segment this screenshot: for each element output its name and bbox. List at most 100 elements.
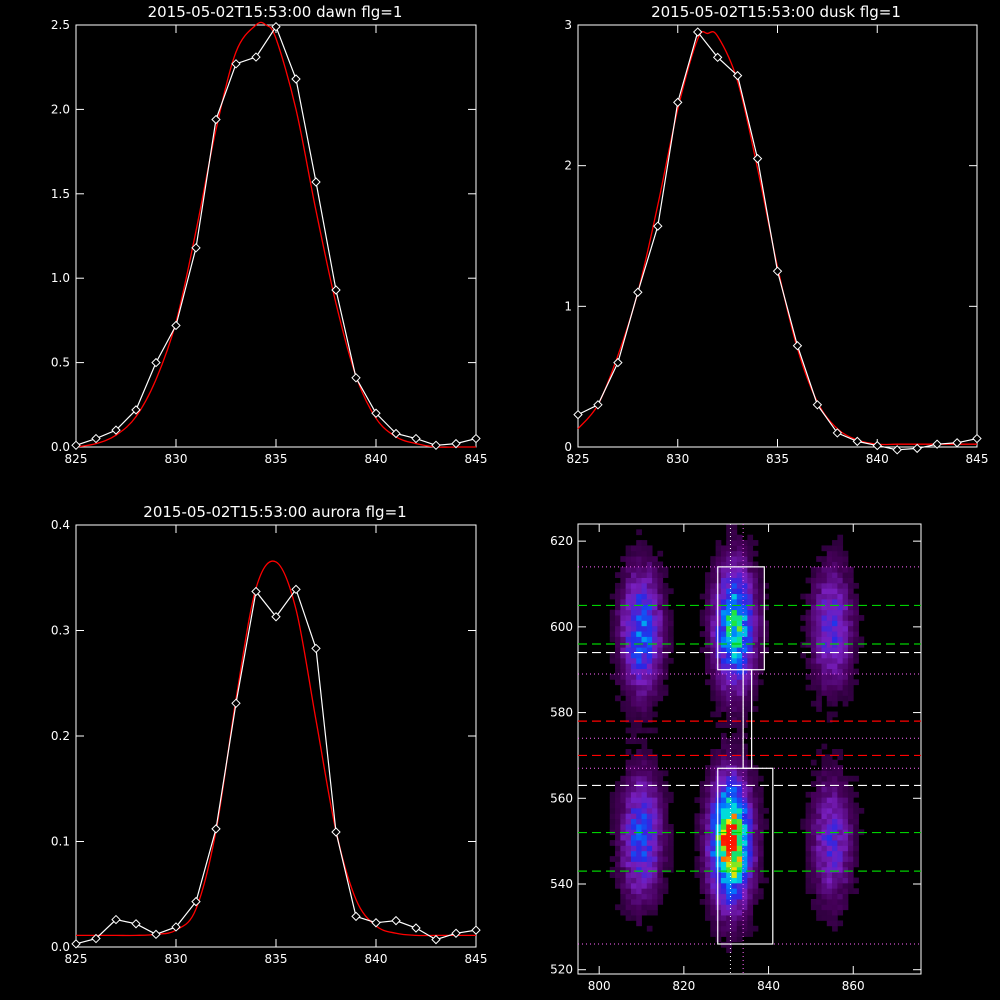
heatmap-cell: [625, 716, 632, 723]
heatmap-cell: [837, 577, 844, 584]
heatmap-cell: [705, 609, 711, 616]
heatmap-cell: [816, 797, 822, 803]
heatmap-cell: [821, 775, 828, 782]
dusk-data-point: [952, 438, 962, 448]
heatmap-cell: [757, 791, 764, 798]
heatmap-cell: [625, 802, 632, 809]
heatmap-cell: [763, 625, 769, 632]
heatmap-cell: [747, 759, 754, 766]
heatmap-cell: [853, 625, 859, 632]
heatmap-cell: [652, 663, 658, 670]
heatmap-cell: [837, 679, 844, 686]
heatmap-cell: [646, 866, 653, 873]
heatmap-cell: [662, 684, 669, 691]
heatmap-cell: [641, 641, 648, 648]
heatmap-cell: [609, 856, 616, 862]
heatmap-cell: [641, 802, 648, 809]
heatmap-cell: [646, 556, 653, 562]
heatmap-cell: [630, 679, 637, 686]
heatmap-cell: [826, 716, 833, 723]
heatmap-cell: [620, 572, 627, 578]
heatmap-cell: [630, 711, 637, 718]
heatmap-cell: [705, 877, 711, 884]
heatmap-cell: [832, 636, 838, 643]
heatmap-cell: [726, 947, 732, 953]
aurora-data-point: [351, 911, 361, 922]
heatmap-cell: [747, 861, 754, 868]
heatmap-cell: [720, 882, 727, 889]
heatmap-cell: [620, 588, 627, 595]
heatmap-cell: [821, 759, 828, 766]
dawn-data-point: [431, 440, 441, 451]
heatmap-cell: [662, 781, 669, 787]
heatmap-cell: [710, 749, 717, 755]
heatmap-cell: [630, 786, 637, 793]
heatmap-cell: [636, 727, 642, 734]
heatmap-cell: [816, 775, 822, 782]
heatmap-cell: [747, 572, 754, 578]
heatmap-cell: [832, 786, 838, 793]
heatmap-cell: [842, 856, 849, 862]
heatmap-cell: [847, 813, 854, 820]
heatmap-cell: [826, 674, 833, 680]
heatmap-cell: [736, 877, 743, 884]
dawn-data-point: [271, 21, 281, 32]
heatmap-cell: [826, 909, 833, 916]
heatmap-cell: [731, 807, 738, 814]
heatmap-cell: [667, 850, 674, 857]
heatmap-cell: [742, 706, 748, 712]
heatmap-cell: [842, 641, 849, 648]
heatmap-cell: [710, 925, 717, 932]
aurora-ytick-label: 0.1: [51, 835, 70, 849]
heatmap-cell: [641, 599, 648, 605]
heatmap-cell: [847, 684, 854, 691]
heatmap-cell: [747, 550, 754, 557]
heatmap-cell: [715, 818, 722, 825]
heatmap-cell: [837, 802, 844, 809]
heatmap-cell: [847, 797, 854, 803]
heatmap-cell: [731, 732, 738, 739]
heatmap-cell: [731, 931, 738, 937]
heatmap-cell: [826, 781, 833, 787]
heatmap-cell: [641, 716, 648, 723]
heatmap-cell: [837, 647, 844, 653]
heatmap-cell: [715, 797, 722, 803]
heatmap-cell: [720, 641, 727, 648]
heatmap-cell: [842, 631, 849, 637]
heatmap-cell: [731, 556, 738, 562]
heatmap-cell: [662, 813, 669, 820]
heatmap-cell: [710, 770, 717, 777]
heatmap-cell: [837, 765, 844, 771]
heatmap-cell: [699, 620, 706, 627]
heatmap-cell: [736, 625, 743, 632]
heatmap-cell: [720, 920, 727, 927]
heatmap-cell: [832, 797, 838, 803]
dawn-title: 2015-05-02T15:53:00 dawn flg=1: [148, 3, 403, 21]
heatmap-cell: [726, 604, 732, 611]
heatmap-cell: [816, 824, 822, 830]
heatmap-cell: [742, 545, 748, 552]
heatmap-cell: [821, 545, 828, 552]
heatmap-cell: [731, 690, 738, 696]
aurora-data-point: [431, 934, 441, 945]
heatmap-cell: [726, 807, 732, 814]
heatmap-cell: [715, 824, 722, 830]
aurora-xtick-label: 840: [365, 952, 388, 966]
heatmap-cell: [641, 856, 648, 862]
heatmap-cell: [636, 684, 642, 691]
heatmap-cell: [720, 636, 727, 643]
heatmap-cell: [715, 690, 722, 696]
aurora-data-point: [71, 939, 81, 949]
heatmap-cell: [641, 711, 648, 718]
heatmap-cell: [847, 840, 854, 846]
heatmap-cell: [832, 909, 838, 916]
dawn-data-point: [191, 243, 201, 253]
dawn-data-point: [471, 433, 481, 444]
heatmap-cell: [821, 786, 828, 793]
heatmap-cell: [609, 636, 616, 643]
heatmap-cell: [720, 566, 727, 573]
heatmap-cell: [853, 609, 859, 616]
heatmap-cell: [699, 802, 706, 809]
heatmap-cell: [821, 845, 828, 852]
heatmap-cell: [726, 941, 732, 948]
